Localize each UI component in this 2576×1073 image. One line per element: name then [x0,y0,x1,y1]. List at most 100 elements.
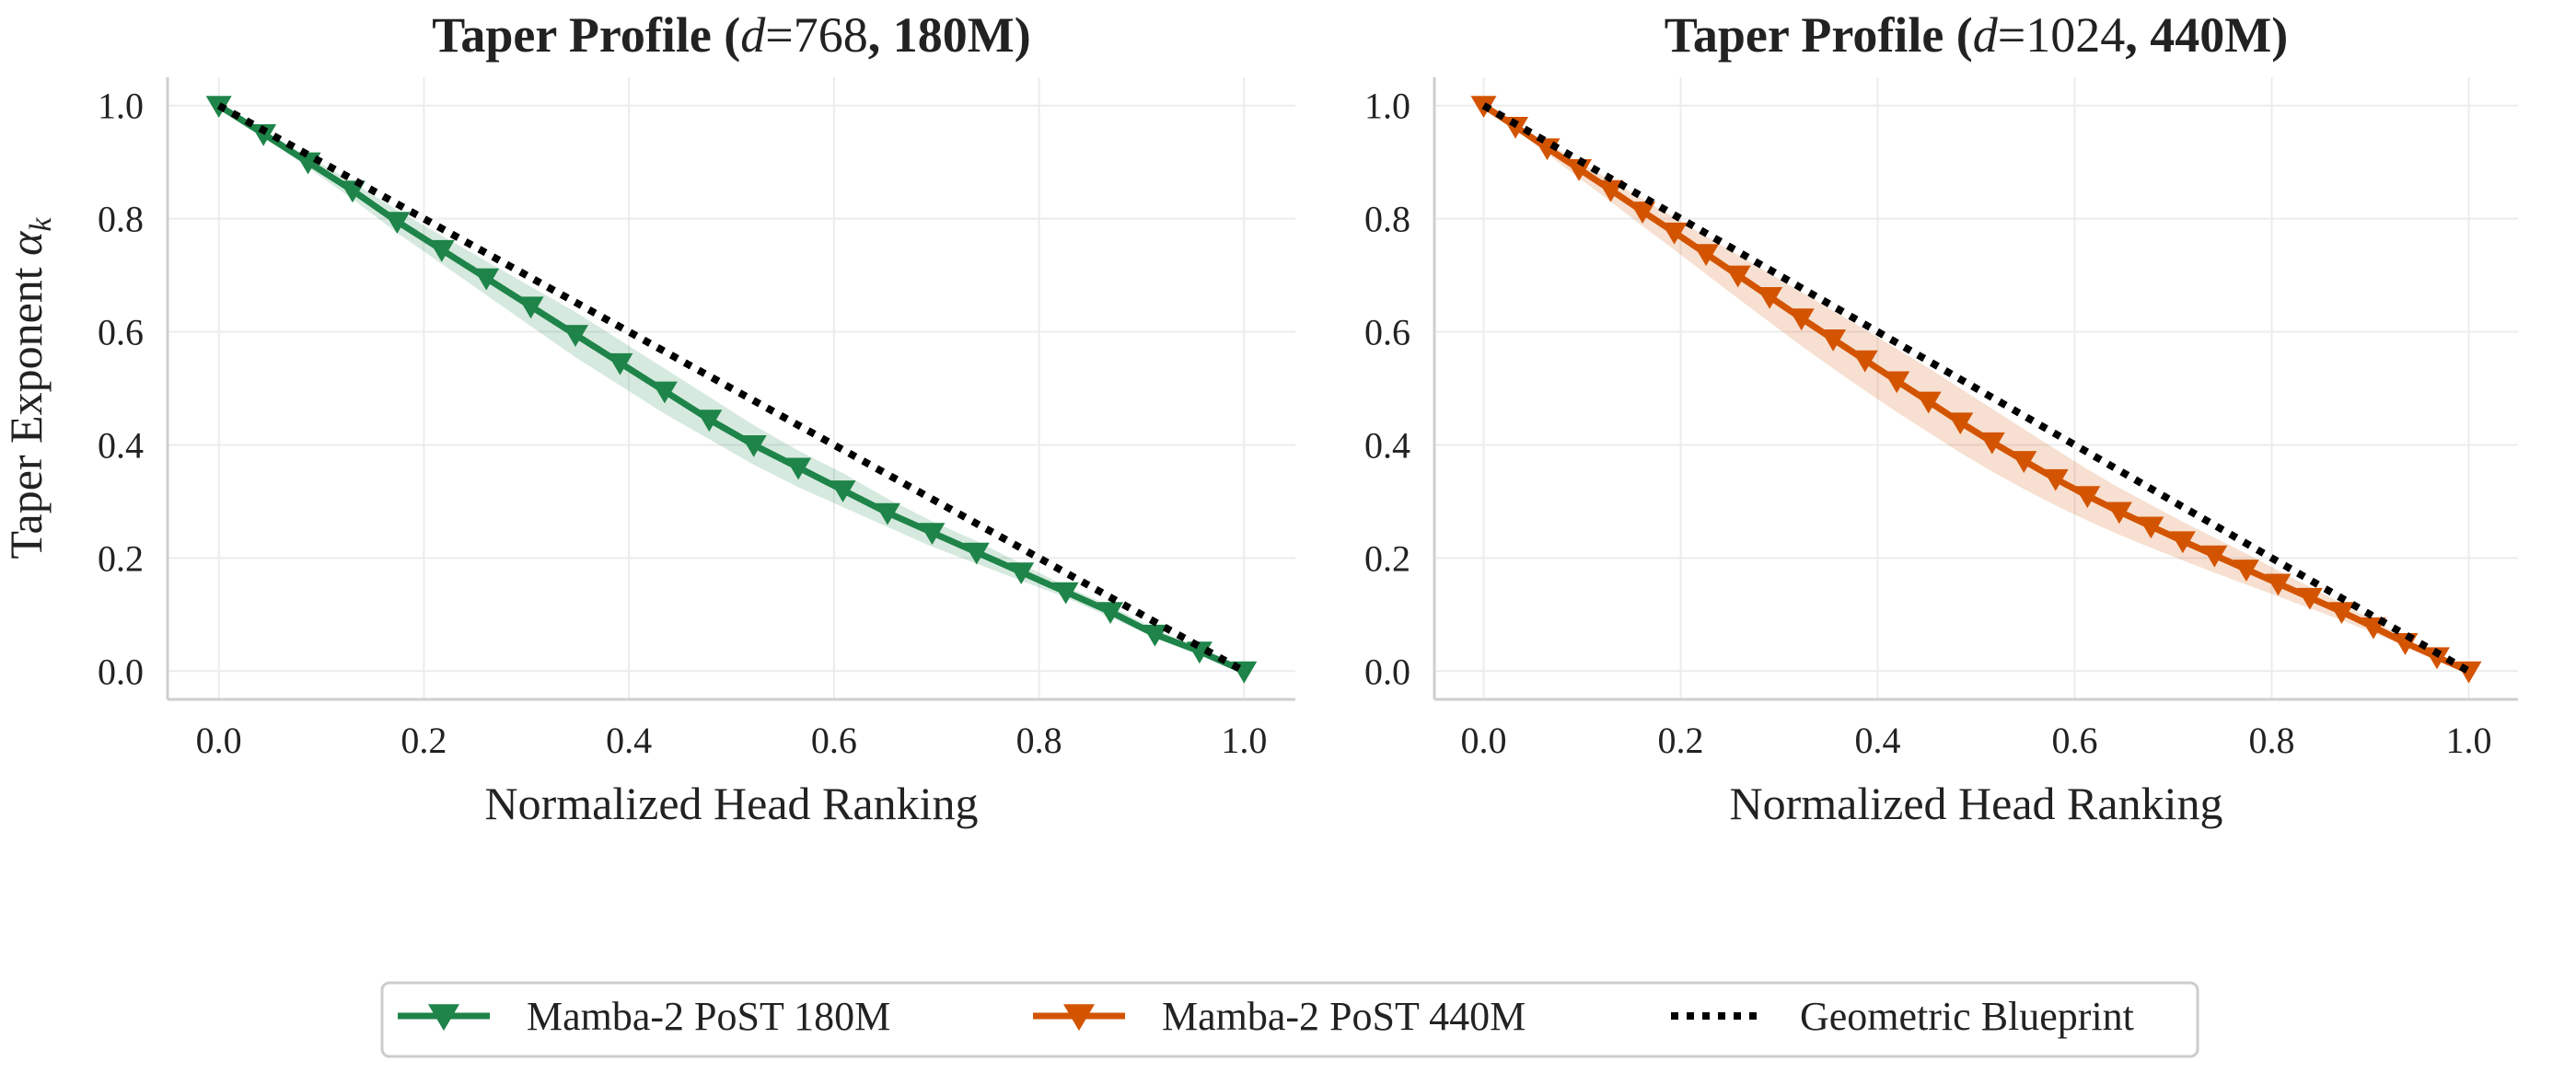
data-point [740,434,767,457]
y-tick-label: 0.8 [98,199,144,240]
data-point [696,410,723,433]
data-point [2106,502,2132,525]
x-tick-label: 1.0 [1221,720,1267,761]
data-point [2201,545,2228,568]
data-point [874,502,900,525]
legend-label: Geometric Blueprint [1800,994,2134,1039]
legend-frame [380,981,2199,1058]
data-point [2169,531,2196,554]
title-symbol: d [740,7,766,63]
data-point [2265,573,2292,596]
data-point [428,239,455,262]
data-point [1915,391,1942,414]
x-tick-label: 0.2 [400,720,447,761]
y-tick-label: 0.2 [98,537,144,579]
y-tick-label: 0.0 [1364,651,1410,692]
series-geometric-blueprint [1481,102,2471,675]
data-point [607,352,633,375]
data-point [384,212,411,235]
y-tick-label: 0.8 [1364,199,1410,240]
data-point [250,123,277,146]
series-geometric-blueprint [216,102,1247,675]
data-point [1052,582,1079,605]
y-tick-label: 1.0 [1364,86,1410,127]
data-point [2074,486,2101,509]
y-tick-label: 0.4 [1364,424,1410,466]
x-tick-label: 0.0 [1461,720,1507,761]
legend-label: Mamba-2 PoST 440M [1162,994,1526,1039]
x-tick-label: 0.8 [1016,720,1062,761]
data-point [1820,329,1847,352]
chart-panel-1: 0.0 0.2 0.4 0.6 0.8 1.0 0.0 0.2 0.4 0.6 0.8 1.0 Norm… [0,7,1295,829]
data-point [1097,602,1124,625]
y-tick-label: 0.2 [1364,537,1410,579]
y-axis-label-text: Taper Exponent [0,256,52,560]
data-point [1566,159,1593,181]
title-text: Taper Profile ( [1665,7,1973,63]
data-point [651,381,678,404]
data-point [2011,451,2037,473]
title-symbol: d [1973,7,1999,63]
legend-marker [428,1004,459,1032]
gridlines [168,77,1295,699]
data-point [295,152,321,175]
data-point [517,296,544,319]
x-tick-label: 0.4 [1855,720,1901,761]
gridlines [1434,77,2518,699]
chart-panel-2: 0.0 0.2 0.4 0.6 0.8 1.0 0.0 0.2 0.4 0.6 0.8 1.0 Norm… [1364,7,2518,829]
y-tick-label: 0.0 [98,651,144,692]
title-equals: = [1998,7,2025,63]
x-tick-label: 1.0 [2446,720,2492,761]
series-mamba-2-post-180m [205,96,1258,684]
data-point [2042,468,2069,491]
chart-title: Taper Profile (d=768, 180M) [432,7,1030,63]
data-point [2423,647,2450,670]
data-point [2328,602,2355,625]
data-point [563,325,589,347]
legend-item-1: Mamba-2 PoST 180M [398,994,890,1039]
series-mamba-2-post-440m [1470,96,2482,684]
data-point [1142,624,1168,647]
x-tick-label: 0.6 [811,720,857,761]
y-axis-label-symbol: α [0,230,52,256]
data-point [1008,562,1035,585]
data-point [473,268,500,291]
data-point [785,457,812,480]
series-line [216,102,1247,675]
data-point [1724,265,1751,288]
data-point [1884,371,1910,394]
data-point [1978,432,2005,455]
data-point [1597,179,1624,202]
x-tick-label: 0.0 [196,720,242,761]
legend-item-3: Geometric Blueprint [1671,994,2134,1039]
legend-label: Mamba-2 PoST 180M [527,994,890,1039]
title-text: Taper Profile ( [432,7,740,63]
x-tick-label: 0.8 [2249,720,2295,761]
data-point [2138,516,2164,539]
data-point [1757,286,1783,309]
x-tick-label: 0.2 [1658,720,1704,761]
x-tick-label: 0.4 [606,720,652,761]
y-tick-label: 1.0 [98,86,144,127]
data-point [2233,560,2259,582]
legend: Mamba-2 PoST 180M Mamba-2 PoST 440M Geomet… [380,981,2199,1058]
data-point [919,523,946,546]
y-axis-label-subscript: k [24,217,58,232]
data-point [2455,661,2482,684]
y-tick-label: 0.6 [1364,312,1410,353]
chart-title: Taper Profile (d=1024, 440M) [1665,7,2288,63]
series-line [1481,102,2471,675]
title-number: 768 [794,7,868,63]
y-axis-label: Taper Exponent αk [0,217,58,560]
title-text-end: , 180M) [868,7,1031,63]
data-point [1661,222,1688,245]
data-point [2296,587,2323,610]
legend-marker [1063,1004,1095,1032]
data-point [1693,244,1720,267]
legend-item-2: Mamba-2 PoST 440M [1033,994,1526,1039]
data-point [830,480,856,502]
y-tick-label: 0.4 [98,424,144,466]
title-text-end: , 440M) [2125,7,2288,63]
data-point [1788,308,1815,331]
